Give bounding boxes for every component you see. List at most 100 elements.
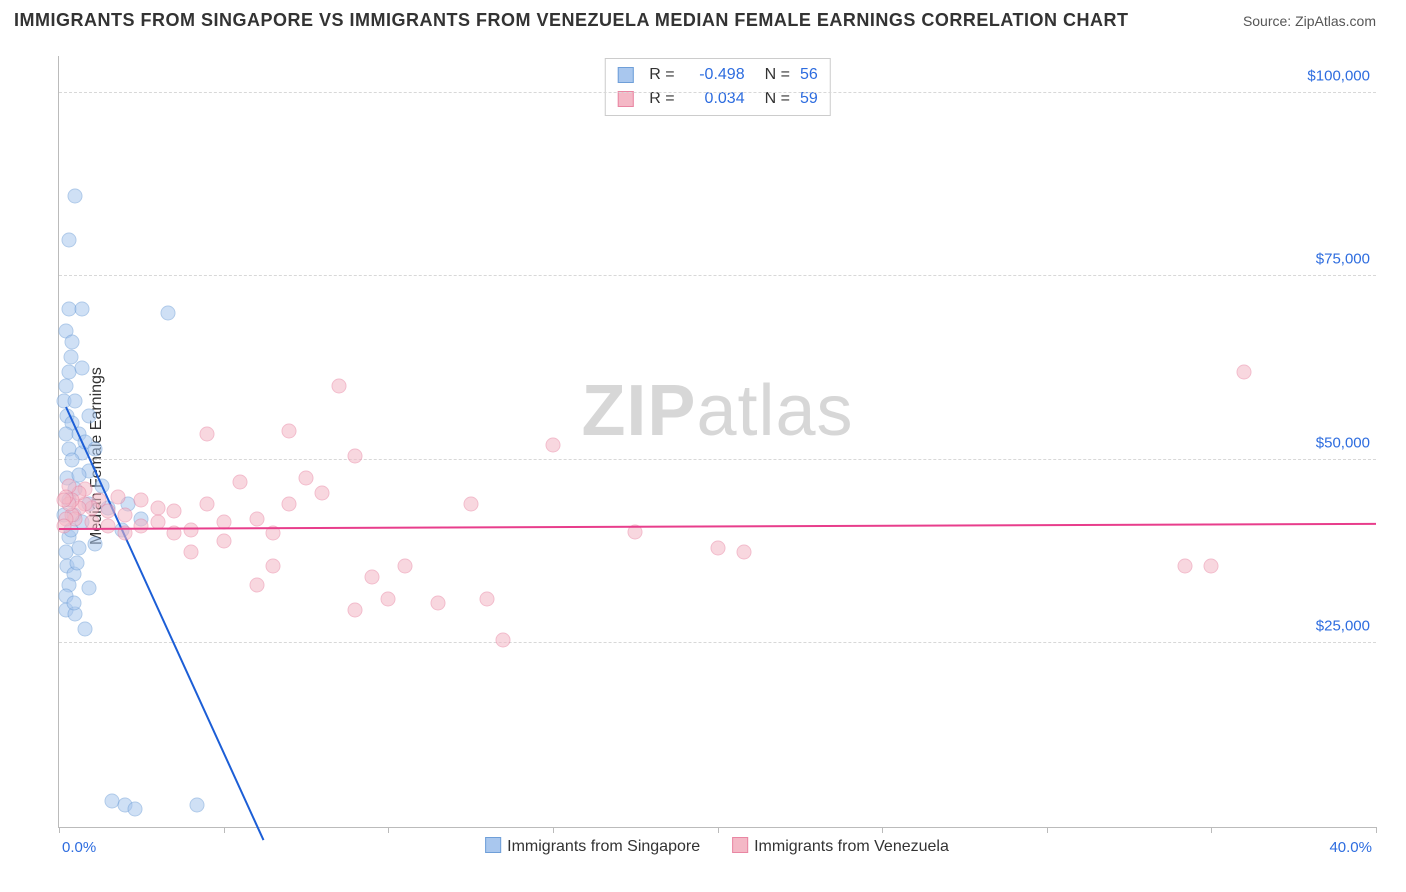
- scatter-point: [348, 603, 363, 618]
- scatter-point: [298, 471, 313, 486]
- trend-line: [65, 407, 264, 841]
- x-tick: [1376, 827, 1377, 833]
- x-axis-max-label: 40.0%: [1329, 839, 1372, 856]
- scatter-point: [183, 522, 198, 537]
- x-axis-bottom: 0.0% Immigrants from SingaporeImmigrants…: [58, 832, 1376, 856]
- scatter-point: [111, 489, 126, 504]
- legend-item: Immigrants from Venezuela: [732, 837, 949, 856]
- source-value: ZipAtlas.com: [1295, 13, 1376, 29]
- scatter-point: [249, 511, 264, 526]
- y-tick-label: $25,000: [1316, 618, 1370, 635]
- scatter-point: [61, 232, 76, 247]
- scatter-point: [233, 474, 248, 489]
- legend-swatch: [485, 837, 501, 853]
- scatter-point: [1237, 364, 1252, 379]
- scatter-point: [710, 540, 725, 555]
- scatter-point: [381, 592, 396, 607]
- plot-area: ZIPatlas R = -0.498 N = 56 R = 0.034 N = 59 $25…: [58, 56, 1376, 828]
- stat-r-label: R =: [649, 63, 674, 87]
- scatter-point: [480, 592, 495, 607]
- legend-item: Immigrants from Singapore: [485, 837, 700, 856]
- scatter-point: [81, 408, 96, 423]
- scatter-point: [266, 559, 281, 574]
- scatter-point: [397, 559, 412, 574]
- chart-title: IMMIGRANTS FROM SINGAPORE VS IMMIGRANTS …: [14, 10, 1129, 31]
- stat-n-label: N =: [765, 63, 790, 87]
- scatter-point: [183, 544, 198, 559]
- scatter-point: [65, 335, 80, 350]
- gridline-h: [59, 642, 1376, 643]
- scatter-point: [216, 533, 231, 548]
- stat-n-label: N =: [765, 87, 790, 111]
- stat-legend-row: R = -0.498 N = 56: [617, 63, 817, 87]
- bottom-legend: Immigrants from Singapore Immigrants from…: [485, 837, 949, 856]
- legend-label: Immigrants from Singapore: [507, 838, 700, 855]
- scatter-point: [56, 493, 71, 508]
- scatter-point: [364, 570, 379, 585]
- stat-n-value: 59: [800, 87, 818, 111]
- source: Source: ZipAtlas.com: [1243, 13, 1376, 29]
- scatter-point: [81, 581, 96, 596]
- scatter-point: [150, 500, 165, 515]
- stat-legend: R = -0.498 N = 56 R = 0.034 N = 59: [604, 58, 830, 116]
- scatter-point: [117, 507, 132, 522]
- legend-label: Immigrants from Venezuela: [754, 838, 949, 855]
- scatter-point: [58, 379, 73, 394]
- scatter-point: [134, 518, 149, 533]
- scatter-point: [56, 518, 71, 533]
- watermark-thin: atlas: [696, 371, 853, 451]
- scatter-point: [282, 423, 297, 438]
- scatter-point: [249, 577, 264, 592]
- watermark-bold: ZIP: [581, 371, 696, 451]
- scatter-point: [88, 537, 103, 552]
- gridline-h: [59, 92, 1376, 93]
- scatter-point: [70, 555, 85, 570]
- y-tick-label: $50,000: [1316, 434, 1370, 451]
- scatter-point: [101, 518, 116, 533]
- legend-swatch: [732, 837, 748, 853]
- scatter-point: [160, 306, 175, 321]
- legend-swatch: [617, 67, 633, 83]
- gridline-h: [59, 459, 1376, 460]
- scatter-point: [127, 801, 142, 816]
- scatter-point: [200, 496, 215, 511]
- scatter-point: [463, 496, 478, 511]
- scatter-point: [1178, 559, 1193, 574]
- gridline-h: [59, 275, 1376, 276]
- scatter-point: [348, 449, 363, 464]
- scatter-point: [200, 427, 215, 442]
- chart-wrap: Median Female Earnings ZIPatlas R =-0.49…: [14, 46, 1376, 866]
- source-label: Source:: [1243, 13, 1295, 29]
- scatter-point: [736, 544, 751, 559]
- scatter-point: [167, 504, 182, 519]
- header: IMMIGRANTS FROM SINGAPORE VS IMMIGRANTS …: [0, 0, 1406, 39]
- scatter-point: [78, 621, 93, 636]
- scatter-point: [331, 379, 346, 394]
- stat-r-value: -0.498: [685, 63, 745, 87]
- scatter-point: [75, 302, 90, 317]
- scatter-point: [430, 596, 445, 611]
- stat-r-value: 0.034: [685, 87, 745, 111]
- scatter-point: [65, 452, 80, 467]
- scatter-point: [68, 394, 83, 409]
- scatter-point: [134, 493, 149, 508]
- watermark: ZIPatlas: [581, 370, 853, 452]
- y-tick-label: $100,000: [1307, 67, 1370, 84]
- y-tick-label: $75,000: [1316, 251, 1370, 268]
- scatter-point: [315, 485, 330, 500]
- stat-r-label: R =: [649, 87, 674, 111]
- scatter-point: [496, 632, 511, 647]
- stat-n-value: 56: [800, 63, 818, 87]
- scatter-point: [88, 441, 103, 456]
- scatter-point: [75, 361, 90, 376]
- x-axis-min-label: 0.0%: [62, 839, 96, 856]
- scatter-point: [190, 797, 205, 812]
- scatter-point: [1204, 559, 1219, 574]
- legend-swatch: [617, 91, 633, 107]
- scatter-point: [66, 596, 81, 611]
- scatter-point: [71, 540, 86, 555]
- scatter-point: [545, 438, 560, 453]
- scatter-point: [282, 496, 297, 511]
- stat-legend-row: R = 0.034 N = 59: [617, 87, 817, 111]
- scatter-point: [68, 188, 83, 203]
